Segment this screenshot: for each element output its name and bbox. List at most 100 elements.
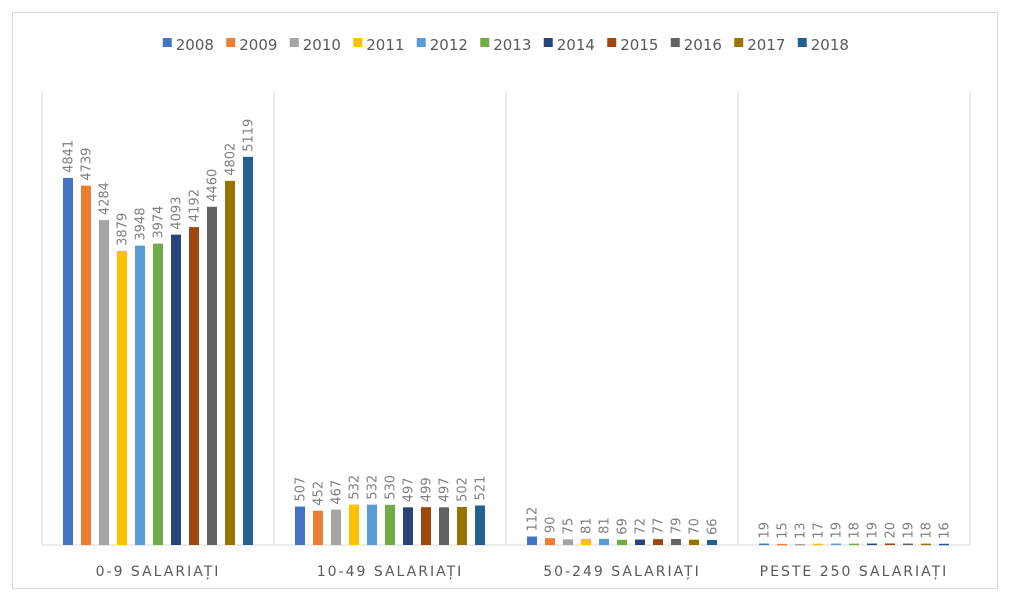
legend-swatch-2008 bbox=[162, 38, 172, 47]
category-label: 0-9 SALARIAȚI bbox=[96, 564, 221, 580]
bar-2017-2 bbox=[689, 539, 699, 545]
chart-frame bbox=[12, 12, 998, 589]
data-label: 4802 bbox=[224, 143, 239, 176]
bar-2016-1 bbox=[439, 507, 449, 545]
bar-2010-3 bbox=[795, 544, 805, 546]
data-label: 4841 bbox=[62, 140, 77, 173]
bar-2013-2 bbox=[617, 539, 627, 545]
legend-label-2014: 2014 bbox=[557, 36, 595, 54]
data-label: 19 bbox=[830, 522, 845, 539]
data-label: 4460 bbox=[206, 169, 221, 202]
bar-2012-0 bbox=[135, 245, 145, 546]
legend-swatch-2017 bbox=[734, 38, 744, 47]
bar-2016-2 bbox=[671, 539, 681, 545]
bar-2009-3 bbox=[777, 543, 787, 546]
data-label: 79 bbox=[670, 517, 685, 534]
bar-2008-1 bbox=[295, 506, 305, 545]
data-label: 497 bbox=[402, 477, 417, 502]
category-label: PESTE 250 SALARIAȚI bbox=[760, 564, 949, 580]
data-label: 66 bbox=[706, 518, 721, 535]
bar-2012-1 bbox=[367, 504, 377, 545]
legend-label-2008: 2008 bbox=[176, 36, 214, 54]
bar-2010-1 bbox=[331, 509, 341, 545]
bar-2009-1 bbox=[313, 510, 323, 545]
bar-2008-0 bbox=[63, 177, 73, 545]
bar-2012-3 bbox=[831, 543, 841, 546]
legend-swatch-2010 bbox=[289, 38, 299, 47]
bar-2013-3 bbox=[849, 543, 859, 546]
bar-2017-1 bbox=[457, 506, 467, 545]
data-label: 81 bbox=[580, 517, 595, 534]
bar-2015-1 bbox=[421, 507, 431, 545]
bar-2015-2 bbox=[653, 539, 663, 545]
legend-label-2015: 2015 bbox=[620, 36, 658, 54]
data-label: 467 bbox=[330, 480, 345, 505]
legend-label-2016: 2016 bbox=[684, 36, 722, 54]
legend-label-2018: 2018 bbox=[811, 36, 849, 54]
bar-2008-2 bbox=[527, 536, 537, 545]
data-label: 17 bbox=[812, 522, 827, 539]
data-label: 4093 bbox=[170, 197, 185, 230]
data-label: 81 bbox=[598, 517, 613, 534]
data-label: 530 bbox=[384, 475, 399, 500]
data-label: 507 bbox=[294, 477, 309, 502]
bar-2018-3 bbox=[939, 543, 949, 546]
bar-2010-2 bbox=[563, 539, 573, 545]
data-label: 497 bbox=[438, 477, 453, 502]
legend-label-2012: 2012 bbox=[430, 36, 468, 54]
bar-2014-3 bbox=[867, 543, 877, 546]
data-label: 18 bbox=[920, 522, 935, 539]
data-label: 15 bbox=[776, 522, 791, 539]
bar-2012-2 bbox=[599, 538, 609, 545]
bar-2009-0 bbox=[81, 185, 91, 545]
bar-2018-2 bbox=[707, 539, 717, 545]
bar-2013-1 bbox=[385, 504, 395, 545]
category-label: 50-249 SALARIAȚI bbox=[543, 564, 701, 580]
data-label: 72 bbox=[634, 518, 649, 535]
data-label: 18 bbox=[848, 522, 863, 539]
bar-2009-2 bbox=[545, 538, 555, 545]
bar-2011-2 bbox=[581, 538, 591, 545]
legend-swatch-2014 bbox=[543, 38, 553, 47]
bar-2018-0 bbox=[243, 156, 253, 545]
bar-2014-2 bbox=[635, 539, 645, 545]
data-label: 69 bbox=[616, 518, 631, 535]
legend-swatch-2018 bbox=[797, 38, 807, 47]
legend-label-2017: 2017 bbox=[747, 36, 785, 54]
bar-2018-1 bbox=[475, 505, 485, 545]
bar-2013-0 bbox=[153, 243, 163, 545]
data-label: 112 bbox=[526, 507, 541, 532]
data-label: 16 bbox=[938, 522, 953, 539]
bar-2016-3 bbox=[903, 543, 913, 546]
data-label: 499 bbox=[420, 477, 435, 502]
bar-2008-3 bbox=[759, 543, 769, 546]
legend-swatch-2012 bbox=[416, 38, 426, 47]
data-label: 75 bbox=[562, 518, 577, 535]
data-label: 19 bbox=[866, 522, 881, 539]
data-label: 4192 bbox=[188, 189, 203, 222]
legend-swatch-2009 bbox=[226, 38, 236, 47]
bar-2011-0 bbox=[117, 250, 127, 545]
data-label: 4739 bbox=[80, 148, 95, 181]
legend-label-2009: 2009 bbox=[239, 36, 277, 54]
bar-2010-0 bbox=[99, 220, 109, 545]
bar-2014-1 bbox=[403, 507, 413, 545]
data-label: 3879 bbox=[116, 213, 131, 246]
category-label: 10-49 SALARIAȚI bbox=[317, 564, 464, 580]
legend-label-2010: 2010 bbox=[303, 36, 341, 54]
legend-label-2011: 2011 bbox=[366, 36, 404, 54]
bar-2017-0 bbox=[225, 180, 235, 545]
data-label: 502 bbox=[456, 477, 471, 502]
data-label: 521 bbox=[474, 476, 489, 501]
legend-swatch-2016 bbox=[670, 38, 680, 47]
bar-2014-0 bbox=[171, 234, 181, 545]
legend-swatch-2013 bbox=[480, 38, 490, 47]
bar-2011-3 bbox=[813, 543, 823, 546]
data-label: 13 bbox=[794, 522, 809, 539]
data-label: 3974 bbox=[152, 206, 167, 239]
data-label: 20 bbox=[884, 522, 899, 539]
data-label: 452 bbox=[312, 481, 327, 506]
legend-swatch-2015 bbox=[607, 38, 617, 47]
data-label: 3948 bbox=[134, 208, 149, 241]
